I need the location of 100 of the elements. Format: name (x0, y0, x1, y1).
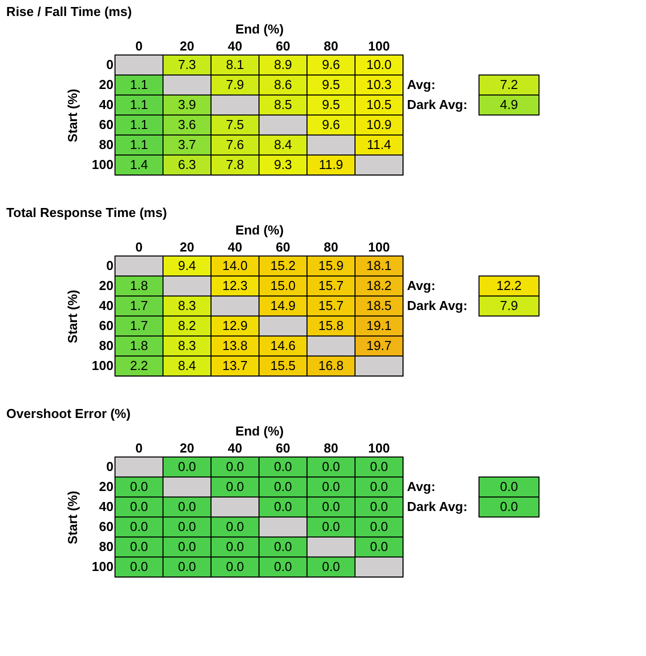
text: Dark Avg: (407, 97, 468, 112)
text: 4.9 (500, 97, 518, 112)
data-label: 0.0 (130, 499, 148, 514)
x-tick-label: 20 (180, 440, 194, 456)
data-label: 0.0 (178, 499, 196, 514)
chart-title: Overshoot Error (%) (6, 406, 131, 421)
data-label: 7.5 (226, 117, 244, 132)
chart-title: Total Response Time (ms) (6, 205, 167, 220)
data-label: 0.0 (322, 499, 340, 514)
x-tick-label: 100 (368, 240, 390, 254)
data-label: 1.1 (130, 137, 148, 152)
x-axis-title: End (%) (235, 222, 284, 238)
x-tick-label: 40 (228, 240, 242, 254)
x-tick-label: 100 (368, 440, 390, 456)
data-label: 1.1 (130, 117, 148, 132)
data-label: 0.0 (322, 519, 340, 534)
data-label: 10.5 (366, 97, 392, 112)
data-label: 0.0 (226, 459, 244, 474)
data-label: 0.0 (370, 479, 388, 494)
data-label: 0.0 (274, 539, 292, 554)
data-label: 8.1 (226, 57, 244, 72)
text: 0.0 (500, 499, 518, 514)
data-label: 19.7 (366, 338, 392, 353)
data-label: 10.0 (366, 57, 392, 72)
text: 12.2 (496, 278, 522, 293)
data-label: 3.9 (178, 97, 196, 112)
data-label: 0.0 (130, 539, 148, 554)
data-label: 0.0 (322, 479, 340, 494)
data-label: 11.4 (366, 137, 392, 152)
data-label: 18.5 (366, 298, 392, 313)
data-label: 9.5 (322, 77, 340, 92)
text: Dark Avg: (407, 499, 468, 514)
data-label: 15.7 (318, 278, 344, 293)
data-label: 0.0 (178, 519, 196, 534)
text: Avg: (407, 479, 436, 494)
text: Avg: (407, 77, 436, 92)
text: 0.0 (500, 479, 518, 494)
y-axis-title: Start (%) (64, 290, 80, 344)
data-label: 8.4 (274, 137, 292, 152)
x-axis-title: End (%) (235, 22, 284, 36)
x-tick-label: 60 (276, 440, 290, 456)
x-tick-label: 80 (324, 240, 338, 254)
data-label: 8.2 (178, 318, 196, 333)
data-label: 7.3 (178, 57, 196, 72)
data-label: 0.0 (226, 559, 244, 574)
y-tick-label: 100 (92, 157, 114, 172)
y-tick-label: 60 (99, 318, 114, 333)
data-label: 0.0 (322, 559, 340, 574)
data-label: 18.1 (366, 258, 392, 273)
data-label: 0.0 (274, 559, 292, 574)
data-label: 0.0 (130, 479, 148, 494)
data-label: 10.9 (366, 117, 392, 132)
data-label: 1.1 (130, 77, 148, 92)
data-label: 10.3 (366, 77, 392, 92)
text: 7.9 (500, 298, 518, 313)
data-label: 6.3 (178, 157, 196, 172)
data-label: 9.4 (178, 258, 196, 273)
data-label: 11.9 (318, 157, 344, 172)
y-tick-label: 80 (99, 539, 114, 554)
data-label: 12.3 (222, 278, 248, 293)
data-label: 0.0 (370, 539, 388, 554)
data-label: 0.0 (274, 479, 292, 494)
data-label: 15.2 (270, 258, 296, 273)
data-label: 7.9 (226, 77, 244, 92)
data-label: 1.1 (130, 97, 148, 112)
x-tick-label: 20 (180, 240, 194, 254)
data-label: 8.3 (178, 298, 196, 313)
data-label: 0.0 (130, 559, 148, 574)
data-label: 9.3 (274, 157, 292, 172)
x-tick-label: 80 (324, 440, 338, 456)
data-label: 14.0 (222, 258, 248, 273)
y-tick-label: 80 (99, 338, 114, 353)
data-label: 9.6 (322, 117, 340, 132)
data-label: 0.0 (226, 539, 244, 554)
y-axis-title: Start (%) (64, 88, 80, 142)
data-label: 13.7 (222, 358, 248, 373)
x-tick-label: 0 (135, 440, 143, 456)
data-label: 19.1 (366, 318, 392, 333)
y-tick-label: 40 (99, 97, 114, 112)
y-tick-label: 40 (99, 298, 114, 313)
data-label: 0.0 (226, 479, 244, 494)
y-tick-label: 40 (99, 499, 114, 514)
data-label: 7.8 (226, 157, 244, 172)
data-label: 0.0 (322, 459, 340, 474)
x-tick-label: 0 (135, 38, 143, 54)
data-label: 8.3 (178, 338, 196, 353)
data-label: 15.0 (270, 278, 296, 293)
data-label: 0.0 (130, 519, 148, 534)
data-label: 12.9 (222, 318, 248, 333)
data-label: 9.5 (322, 97, 340, 112)
data-label: 0.0 (370, 459, 388, 474)
data-label: 15.7 (318, 298, 344, 313)
data-label: 0.0 (274, 499, 292, 514)
x-tick-label: 40 (228, 38, 242, 54)
y-tick-label: 60 (99, 117, 114, 132)
data-label: 14.9 (270, 298, 296, 313)
data-label: 0.0 (274, 459, 292, 474)
text: Avg: (407, 278, 436, 293)
data-label: 9.6 (322, 57, 340, 72)
data-label: 1.7 (130, 318, 148, 333)
